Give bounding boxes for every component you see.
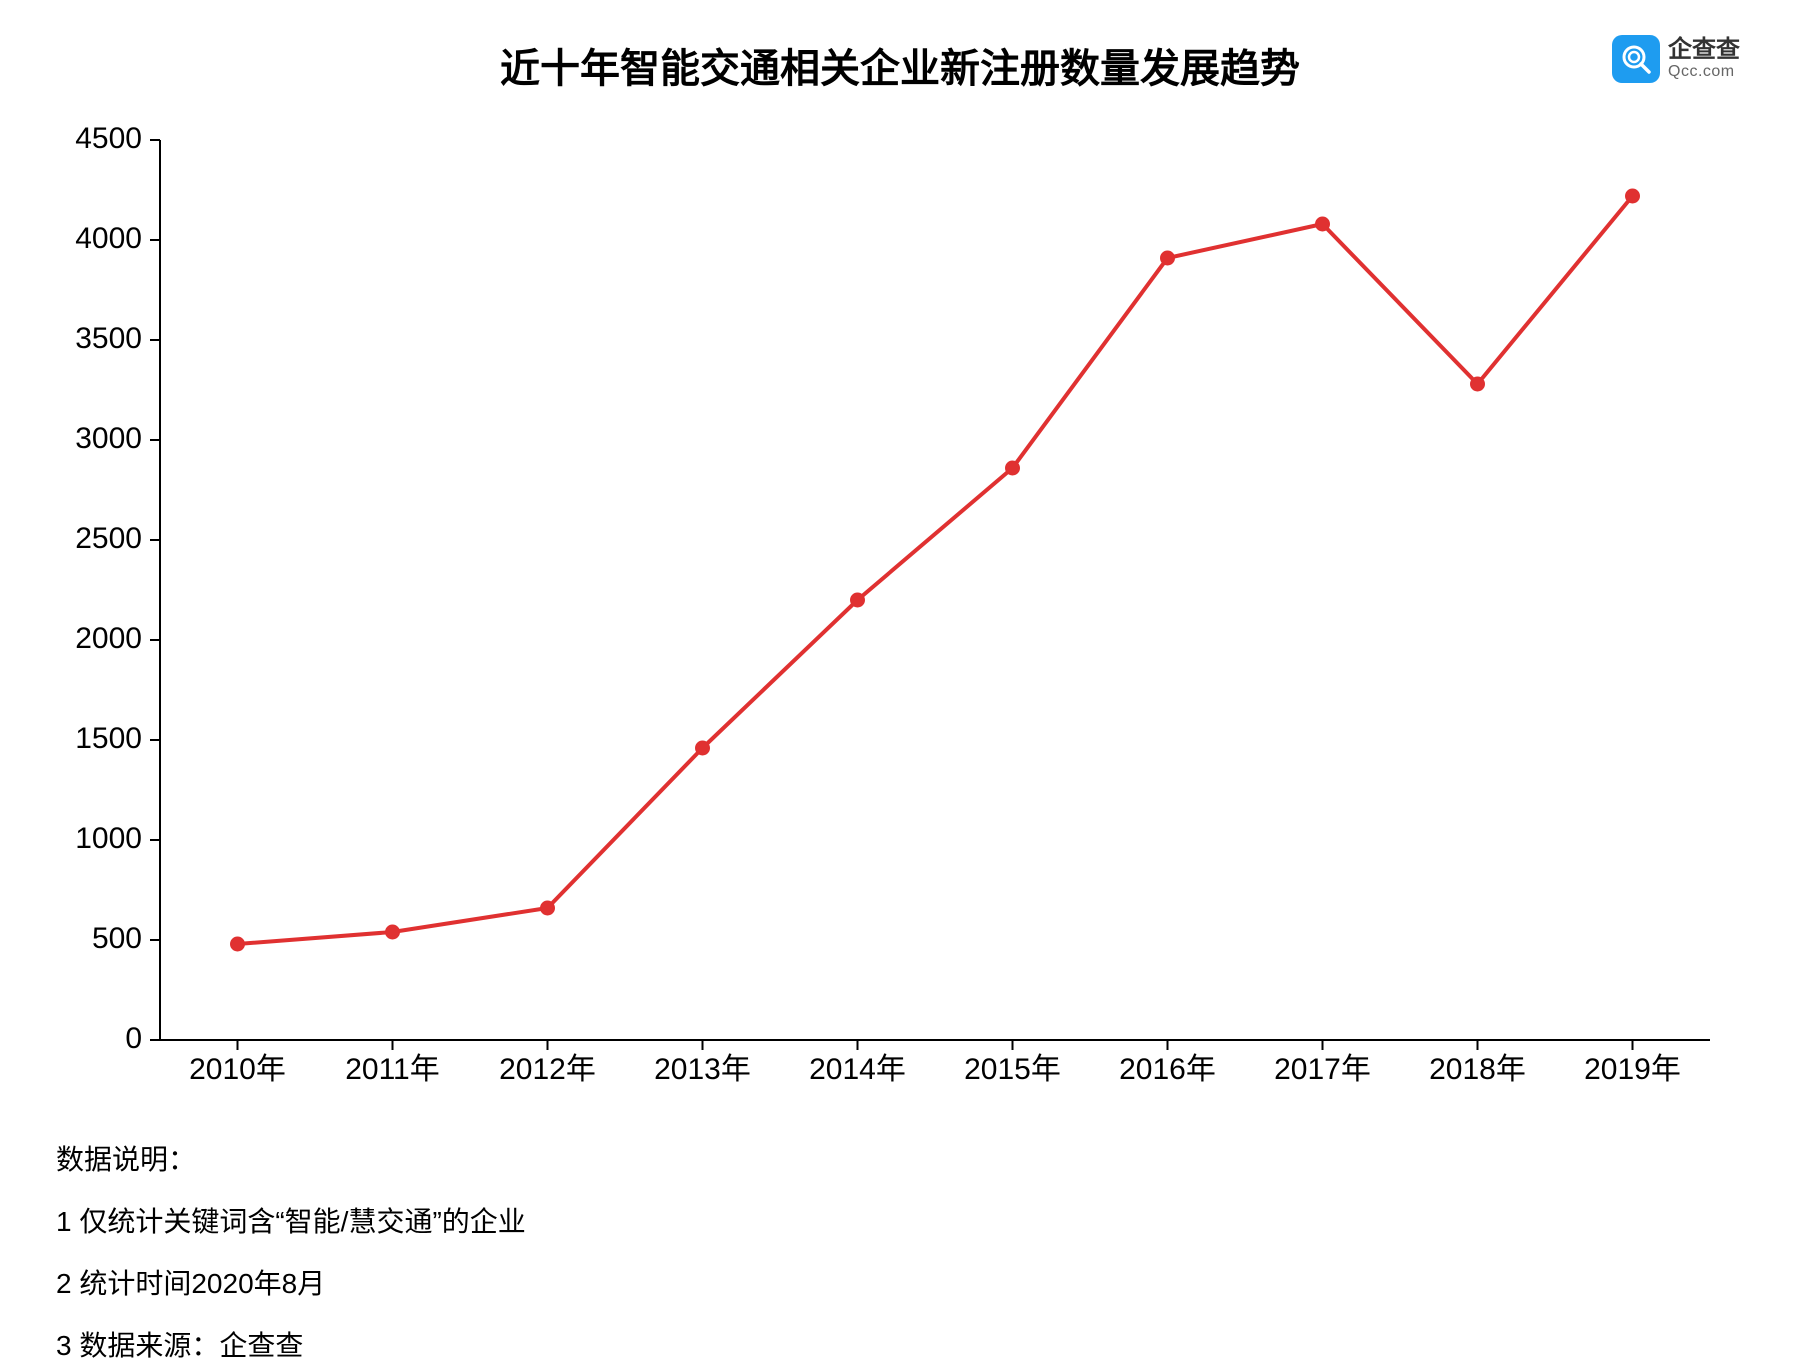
x-tick-label: 2011年: [345, 1053, 440, 1086]
notes-line-3: 3 数据来源：企查查: [56, 1324, 1750, 1364]
notes-heading: 数据说明：: [56, 1138, 1750, 1178]
brand-text: 企查查 Qcc.com: [1668, 37, 1740, 81]
data-point: [696, 741, 710, 755]
x-tick-label: 2015年: [964, 1053, 1061, 1086]
line-chart: 0 500 1000 1500 2000 2500 3000 3500 4000 4500 2010…: [50, 110, 1750, 1110]
x-tick-label: 2013年: [654, 1053, 751, 1086]
y-tick-label: 2000: [75, 622, 142, 655]
data-notes: 数据说明： 1 仅统计关键词含“智能/慧交通”的企业 2 统计时间2020年8月…: [50, 1138, 1750, 1364]
data-point: [386, 925, 400, 939]
y-tick-label: 1000: [75, 822, 142, 855]
data-point: [1161, 251, 1175, 265]
page: 近十年智能交通相关企业新注册数量发展趋势 企查查 Qcc.com 0 500 100…: [0, 0, 1800, 1353]
x-tick-label: 2014年: [809, 1053, 906, 1086]
brand-name-cn: 企查查: [1668, 37, 1740, 63]
qcc-logo-icon: [1612, 35, 1660, 83]
x-tick-label: 2017年: [1274, 1053, 1371, 1086]
data-point: [1316, 217, 1330, 231]
x-tick-label: 2019年: [1584, 1053, 1681, 1086]
data-line: [238, 196, 1633, 944]
x-tick-label: 2010年: [189, 1053, 286, 1086]
y-tick-label: 3000: [75, 422, 142, 455]
y-tick-label: 0: [125, 1022, 142, 1055]
y-tick-label: 1500: [75, 722, 142, 755]
data-point: [541, 901, 555, 915]
brand-logo: 企查查 Qcc.com: [1612, 35, 1740, 83]
brand-name-en: Qcc.com: [1668, 63, 1740, 81]
y-tick-label: 3500: [75, 322, 142, 355]
x-tick-label: 2018年: [1429, 1053, 1526, 1086]
notes-line-1: 1 仅统计关键词含“智能/慧交通”的企业: [56, 1200, 1750, 1240]
y-tick-label: 4500: [75, 122, 142, 155]
data-point: [231, 937, 245, 951]
notes-line-2: 2 统计时间2020年8月: [56, 1262, 1750, 1302]
x-tick-label: 2016年: [1119, 1053, 1216, 1086]
header: 近十年智能交通相关企业新注册数量发展趋势 企查查 Qcc.com: [50, 30, 1750, 100]
chart-svg: 0 500 1000 1500 2000 2500 3000 3500 4000 4500 2010…: [50, 110, 1750, 1110]
y-tick-label: 4000: [75, 222, 142, 255]
y-tick-label: 2500: [75, 522, 142, 555]
data-point: [1471, 377, 1485, 391]
x-tick-label: 2012年: [499, 1053, 596, 1086]
data-point: [1626, 189, 1640, 203]
chart-title: 近十年智能交通相关企业新注册数量发展趋势: [500, 36, 1300, 94]
data-point: [851, 593, 865, 607]
data-point: [1006, 461, 1020, 475]
y-tick-label: 500: [92, 922, 142, 955]
